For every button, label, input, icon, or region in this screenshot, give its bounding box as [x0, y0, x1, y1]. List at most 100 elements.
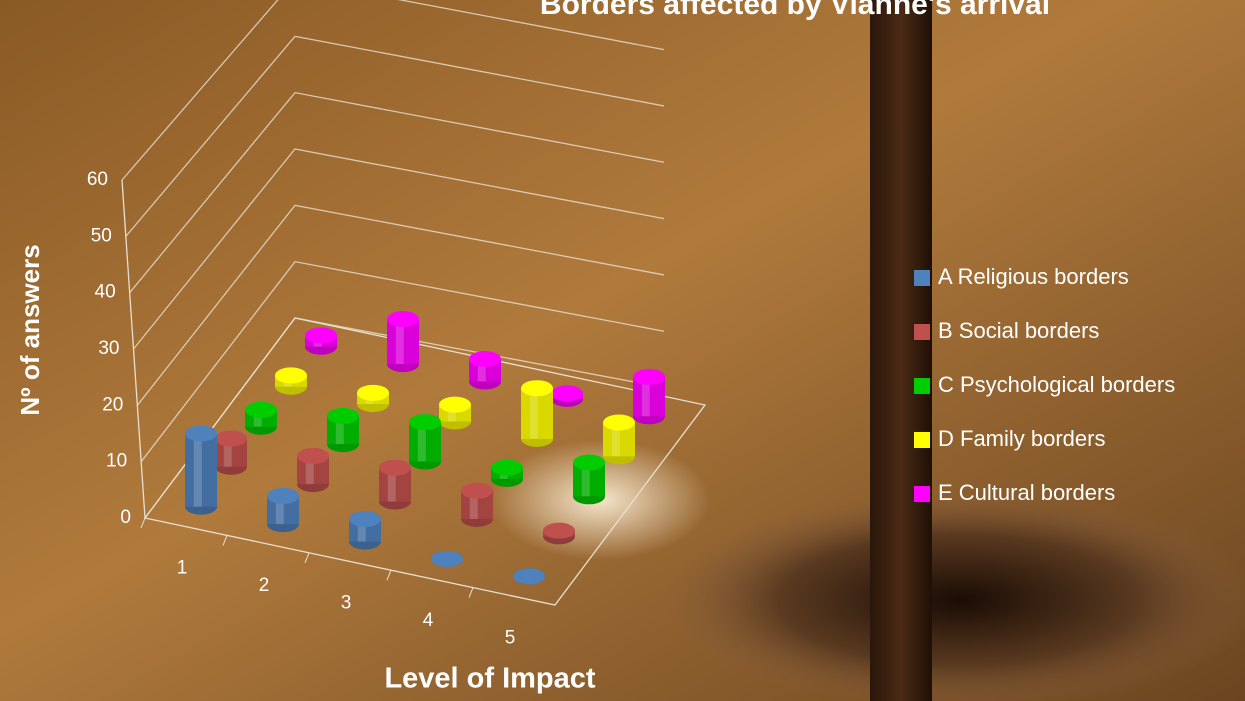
y-axis — [121, 179, 146, 519]
cylinder-highlight — [529, 388, 538, 439]
cylinder — [633, 368, 665, 425]
cylinder-top — [409, 414, 441, 431]
legend-swatch — [914, 486, 930, 502]
cylinder-top — [439, 396, 471, 413]
cylinder-highlight — [641, 376, 650, 417]
cylinder — [387, 311, 419, 373]
x-tick — [468, 587, 474, 598]
cylinder — [327, 407, 359, 453]
x-tick-label: 4 — [423, 610, 434, 631]
legend-swatch — [914, 270, 930, 286]
cylinder-top — [349, 510, 381, 527]
x-tick — [304, 552, 310, 563]
cylinder-highlight — [193, 433, 202, 507]
legend-label: B Social borders — [938, 318, 1099, 343]
cylinder — [267, 487, 299, 533]
grid-line — [132, 148, 665, 350]
y-tick-label: 10 — [106, 451, 127, 472]
cylinder-highlight — [275, 495, 284, 525]
cylinder-top — [387, 311, 419, 328]
cylinder — [349, 510, 381, 550]
cylinder-top — [469, 350, 501, 367]
grid-line — [125, 35, 665, 237]
x-tick — [386, 570, 392, 581]
cylinder-highlight — [417, 422, 426, 462]
cylinder — [469, 350, 501, 390]
cylinder-highlight — [387, 467, 396, 502]
legend-swatch — [914, 324, 930, 340]
cylinder-top — [461, 482, 493, 499]
cylinder-top — [305, 327, 337, 344]
cylinder-highlight — [357, 518, 366, 542]
y-tick-label: 0 — [120, 507, 131, 528]
cylinder-top — [551, 385, 583, 402]
y-axis-title: Nº of answers — [15, 244, 45, 415]
x-tick-label: 5 — [505, 627, 516, 648]
cylinder-highlight — [335, 415, 344, 445]
legend-label: D Family borders — [938, 426, 1105, 451]
cylinder-highlight — [611, 422, 620, 457]
cylinder-highlight — [447, 404, 456, 422]
legend-swatch — [914, 432, 930, 448]
cylinder-top — [603, 414, 635, 431]
cylinder-highlight — [305, 455, 314, 485]
swirl — [660, 490, 1245, 701]
cylinder-top — [185, 425, 217, 442]
cylinder-body — [185, 433, 217, 507]
cylinder — [573, 454, 605, 505]
cylinder — [305, 327, 337, 355]
cylinder — [409, 414, 441, 470]
cylinder — [245, 401, 277, 435]
cylinder-top — [513, 568, 545, 585]
chocolate-stream — [870, 0, 932, 701]
cylinder-top — [543, 522, 575, 539]
cylinder — [521, 380, 553, 447]
cylinder — [491, 459, 523, 487]
legend-swatch — [914, 378, 930, 394]
cylinder-top — [267, 487, 299, 504]
y-tick-label: 50 — [91, 225, 112, 246]
y-tick-label: 60 — [87, 169, 108, 190]
cylinder — [551, 385, 583, 407]
cylinder — [379, 459, 411, 510]
cylinder — [543, 522, 575, 545]
y-tick-label: 40 — [95, 282, 116, 303]
x-tick-label: 2 — [259, 575, 270, 596]
cylinder-body — [521, 388, 553, 439]
cylinder — [297, 447, 329, 493]
cylinder — [431, 550, 463, 567]
cylinder — [215, 430, 247, 475]
cylinder-highlight — [253, 409, 262, 427]
cylinder — [275, 367, 307, 395]
floor — [143, 317, 707, 606]
x-tick — [140, 517, 146, 529]
cylinder-top — [215, 430, 247, 447]
cylinder-top — [297, 447, 329, 464]
cylinder-highlight — [581, 462, 590, 497]
cylinder — [357, 384, 389, 413]
cylinder-top — [327, 407, 359, 424]
cylinder-highlight — [223, 438, 232, 467]
cylinder-highlight — [477, 358, 486, 382]
legend-label: E Cultural borders — [938, 480, 1115, 505]
cylinder-top — [491, 459, 523, 476]
x-tick — [222, 535, 228, 546]
cylinder — [439, 396, 471, 430]
x-axis-title: Level of Impact — [384, 663, 595, 695]
legend-label: C Psychological borders — [938, 372, 1175, 397]
cylinder — [513, 568, 545, 585]
grid-line — [136, 204, 665, 406]
x-tick-label: 1 — [177, 558, 188, 579]
legend-label: A Religious borders — [938, 264, 1129, 289]
x-tick-label: 3 — [341, 593, 352, 614]
y-tick-label: 30 — [98, 338, 119, 359]
grid-line — [129, 91, 665, 294]
cylinder — [603, 414, 635, 465]
y-tick-label: 20 — [102, 394, 123, 415]
chart-title: Borders affected by Vianne's arrival — [540, 0, 1050, 21]
cylinder-top — [573, 454, 605, 471]
cylinder-top — [245, 401, 277, 418]
cylinder-top — [275, 367, 307, 384]
grid-line — [140, 260, 665, 463]
